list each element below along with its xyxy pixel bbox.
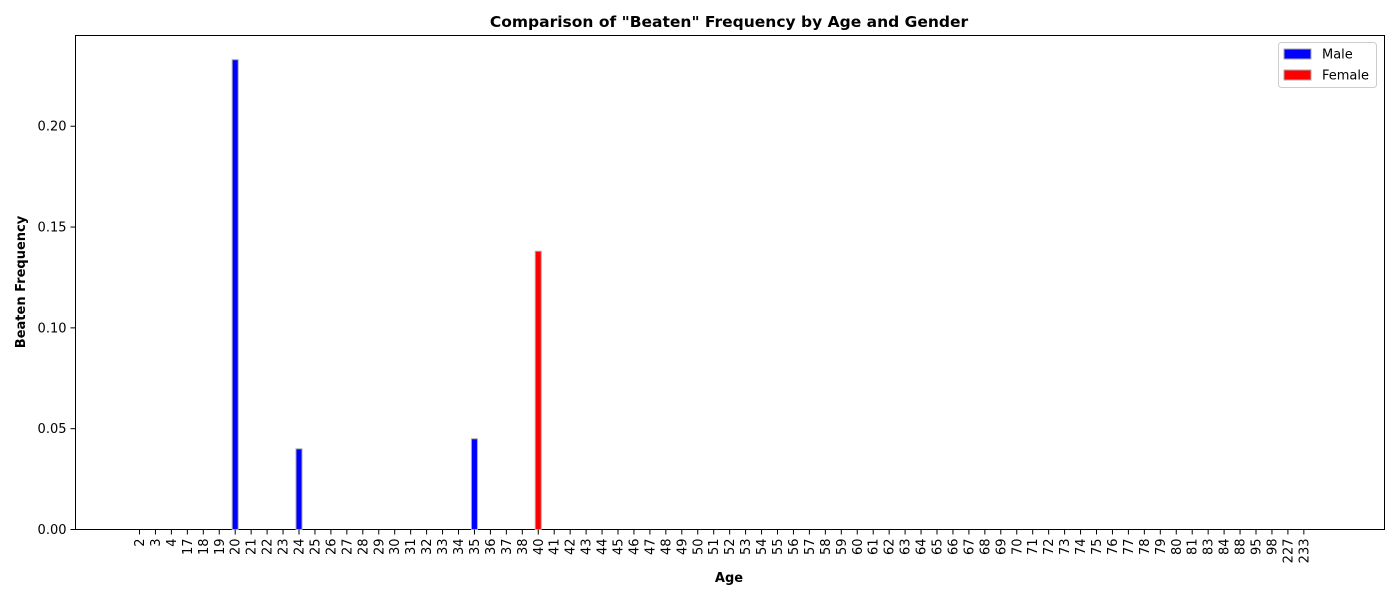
x-tick-label: 40	[532, 539, 547, 556]
x-tick-label: 25	[308, 539, 323, 556]
x-tick-label: 83	[1202, 539, 1217, 556]
x-tick-label: 59	[835, 539, 850, 556]
x-tick-label: 98	[1265, 539, 1280, 556]
x-tick-label: 20	[229, 539, 244, 556]
x-tick-label: 75	[1090, 539, 1105, 556]
x-axis: 2 3 4 17 18 19 20 21 22 23 24 25 26 27 28 29 30 31 32 33 34 3…	[133, 529, 1312, 564]
x-tick-label: 54	[755, 539, 770, 556]
x-tick-label: 26	[324, 539, 339, 556]
x-tick-label: 63	[899, 539, 914, 556]
x-tick-label: 69	[994, 539, 1009, 556]
x-tick-label: 74	[1074, 539, 1089, 556]
bars-layer	[231, 59, 542, 531]
x-tick-label: 70	[1010, 539, 1025, 556]
x-tick-label: 72	[1042, 539, 1057, 556]
bar-female-40	[534, 250, 542, 530]
legend-swatch-male	[1283, 48, 1312, 60]
plot-area	[75, 35, 1385, 530]
y-tick-label: 0.15	[38, 221, 67, 236]
x-tick-label: 81	[1186, 539, 1201, 556]
y-tick-label: 0.00	[38, 523, 67, 538]
legend: Male Female	[1278, 42, 1377, 88]
legend-label-male: Male	[1322, 48, 1353, 63]
legend-swatch-female	[1283, 69, 1312, 81]
x-tick-label: 64	[915, 539, 930, 556]
x-tick-label: 80	[1170, 539, 1185, 556]
x-tick-label: 33	[436, 539, 451, 556]
x-tick-label: 62	[883, 539, 898, 556]
x-tick-label: 35	[468, 539, 483, 556]
x-tick-label: 21	[245, 539, 260, 556]
x-tick-label: 42	[564, 539, 579, 556]
x-tick-label: 55	[771, 539, 786, 556]
y-axis-label: Beaten Frequency	[14, 215, 29, 348]
x-tick-label: 84	[1218, 539, 1233, 556]
bar-male-24	[295, 448, 303, 530]
x-tick-label: 56	[787, 539, 802, 556]
x-tick-label: 34	[452, 539, 467, 556]
x-tick-label: 17	[181, 539, 196, 556]
x-tick-label: 65	[931, 539, 946, 556]
x-tick-label: 48	[659, 539, 674, 556]
x-tick-label: 23	[277, 539, 292, 556]
x-tick-label: 45	[612, 539, 627, 556]
x-tick-label: 50	[691, 539, 706, 556]
x-tick-label: 47	[643, 539, 658, 556]
x-tick-label: 49	[675, 539, 690, 556]
x-tick-label: 44	[596, 539, 611, 556]
x-tick-label: 76	[1106, 539, 1121, 556]
x-tick-label: 60	[851, 539, 866, 556]
x-tick-label: 38	[516, 539, 531, 556]
x-tick-label: 27	[340, 539, 355, 556]
x-tick-label: 51	[707, 539, 722, 556]
x-tick-label: 28	[356, 539, 371, 556]
x-tick-label: 233	[1297, 539, 1312, 564]
x-tick-label: 68	[978, 539, 993, 556]
chart-title: Comparison of "Beaten" Frequency by Age …	[490, 13, 969, 31]
x-tick-label: 227	[1281, 539, 1296, 564]
x-tick-label: 88	[1234, 539, 1249, 556]
x-tick-label: 52	[723, 539, 738, 556]
x-tick-label: 53	[739, 539, 754, 556]
x-tick-label: 22	[261, 539, 276, 556]
x-tick-label: 4	[165, 539, 180, 547]
x-tick-label: 37	[500, 539, 515, 556]
x-tick-label: 78	[1138, 539, 1153, 556]
y-axis: 0.00 0.05 0.10 0.15 0.20	[38, 120, 76, 538]
x-tick-label: 43	[580, 539, 595, 556]
y-tick-label: 0.05	[38, 422, 67, 437]
x-tick-label: 73	[1058, 539, 1073, 556]
x-tick-label: 66	[946, 539, 961, 556]
x-tick-label: 2	[133, 539, 148, 547]
legend-label-female: Female	[1322, 69, 1369, 84]
x-tick-label: 71	[1026, 539, 1041, 556]
x-tick-label: 41	[548, 539, 563, 556]
x-tick-label: 30	[388, 539, 403, 556]
y-tick-label: 0.20	[38, 120, 67, 135]
x-tick-label: 46	[627, 539, 642, 556]
bar-male-20	[231, 59, 239, 530]
x-tick-label: 3	[149, 539, 164, 547]
x-tick-label: 95	[1250, 539, 1265, 556]
x-tick-label: 61	[867, 539, 882, 556]
x-tick-label: 79	[1154, 539, 1169, 556]
x-tick-label: 24	[293, 539, 308, 556]
x-tick-label: 31	[404, 539, 419, 556]
bar-male-35	[470, 438, 478, 531]
x-axis-label: Age	[715, 571, 743, 586]
x-tick-label: 36	[484, 539, 499, 556]
x-tick-label: 77	[1122, 539, 1137, 556]
x-tick-label: 18	[197, 539, 212, 556]
x-tick-label: 57	[803, 539, 818, 556]
x-tick-label: 19	[213, 539, 228, 556]
x-tick-label: 67	[962, 539, 977, 556]
x-tick-label: 58	[819, 539, 834, 556]
x-tick-label: 32	[420, 539, 435, 556]
y-tick-label: 0.10	[38, 321, 67, 336]
x-tick-label: 29	[372, 539, 387, 556]
